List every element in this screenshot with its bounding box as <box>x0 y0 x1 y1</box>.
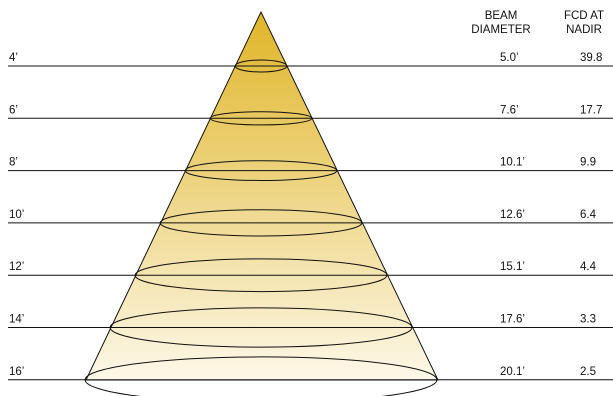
height-label: 12’ <box>9 261 24 273</box>
beam-ellipse <box>209 111 313 126</box>
beam-diameter-value: 5.0’ <box>500 52 519 64</box>
beam-header-line-1: BEAM <box>485 10 518 22</box>
beam-diameter-value: 7.6’ <box>500 104 519 116</box>
fcd-value: 9.9 <box>580 157 596 169</box>
height-label: 8’ <box>9 157 18 169</box>
beam-ellipse <box>84 356 438 396</box>
fcd-value: 6.4 <box>580 209 597 221</box>
beam-diameter-value: 17.6’ <box>500 314 525 326</box>
beam-diameter-value: 15.1’ <box>500 261 525 273</box>
fcd-value: 17.7 <box>580 104 602 116</box>
beam-ellipse <box>134 258 388 293</box>
beam-ellipse <box>184 160 338 181</box>
beam-diameter-value: 12.6’ <box>500 209 525 221</box>
height-label: 16’ <box>9 366 24 378</box>
beam-diameter-value: 20.1’ <box>500 366 525 378</box>
fcd-value: 4.4 <box>580 261 597 273</box>
height-label: 14’ <box>9 314 24 326</box>
height-label: 10’ <box>9 209 24 221</box>
beam-header-line-2: DIAMETER <box>471 24 530 36</box>
beam-ellipse <box>159 209 363 237</box>
height-label: 6’ <box>9 104 18 116</box>
fcd-header-line-2: NADIR <box>566 24 602 36</box>
fcd-value: 3.3 <box>580 314 596 326</box>
beam-ellipse <box>234 59 288 73</box>
light-cone <box>85 10 439 381</box>
fcd-value: 2.5 <box>580 366 596 378</box>
fcd-value: 39.8 <box>580 52 602 64</box>
fcd-header-line-1: FCD AT <box>564 10 604 22</box>
beam-diameter-value: 10.1’ <box>500 157 525 169</box>
height-label: 4’ <box>9 52 18 64</box>
beam-ellipse <box>109 307 413 348</box>
